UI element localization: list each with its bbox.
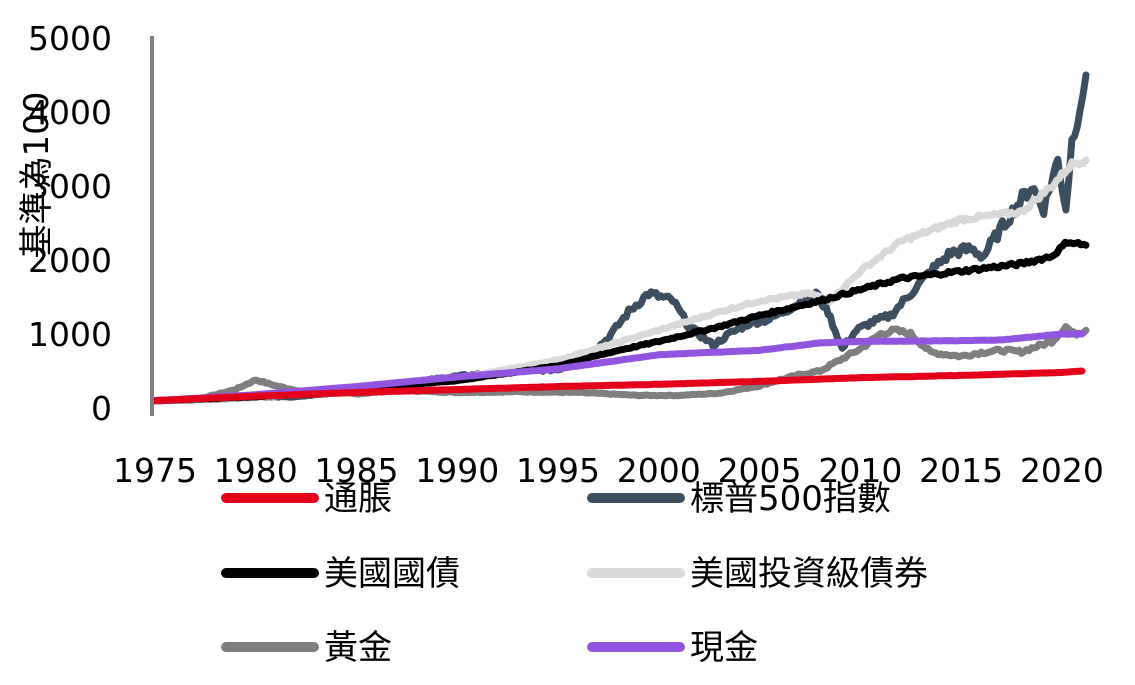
legend-label: 現金 [690,628,758,668]
series-line-3 [151,156,1090,404]
legend-item: 美國投資級債券 [587,554,928,594]
x-tick-label: 2020 [1020,451,1104,490]
legend-item: 美國國債 [221,554,460,594]
legend-label: 美國投資級債券 [690,554,928,594]
y-axis-label: 基準為100 [17,92,57,259]
x-tick-label: 1980 [214,451,298,490]
y-tick-label: 4000 [28,93,112,132]
x-tick-label: 1985 [315,451,399,490]
x-tick-label: 2000 [617,451,701,490]
y-tick-label: 2000 [28,241,112,280]
legend-label: 通脹 [324,479,392,519]
y-tick-label: 3000 [28,167,112,206]
y-tick-label: 0 [91,389,112,428]
series-line-0 [151,367,1086,405]
x-tick-label: 2015 [919,451,1003,490]
legend-label: 標普500指數 [690,479,891,519]
legend-item: 現金 [587,628,758,668]
series-line-5 [151,330,1086,405]
x-tick-label: 2010 [818,451,902,490]
x-tick-label: 1995 [516,451,600,490]
legend-item: 標普500指數 [587,479,891,519]
legend-item: 黃金 [221,628,392,668]
legend-item: 通脹 [221,479,392,519]
series-layer [151,71,1090,405]
legend-label: 黃金 [324,628,392,668]
y-tick-label: 5000 [28,19,112,58]
x-tick-label: 1990 [415,451,499,490]
x-tick-labels: 1975 1980 1985 1990 1995 2000 2005 2010 2015 2020 [113,451,1104,490]
y-tick-labels: 0 1000 2000 3000 4000 5000 [28,19,112,428]
x-tick-label: 1975 [113,451,197,490]
legend-label: 美國國債 [324,554,460,594]
x-tick-label: 2005 [718,451,802,490]
y-tick-label: 1000 [28,315,112,354]
